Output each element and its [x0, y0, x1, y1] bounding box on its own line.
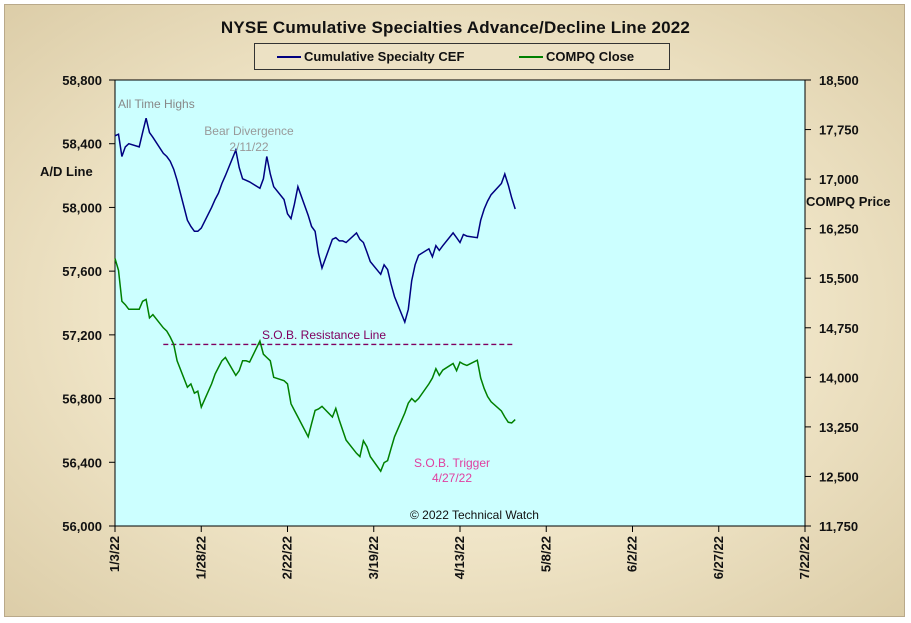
right-axis-ticks: 18,500 17,750 17,000 16,250 15,500 14,750 14,0… — [805, 73, 859, 534]
y-left-tick-label: 57,200 — [62, 328, 102, 343]
legend-swatch-cef — [277, 55, 301, 58]
legend-item-cef: Cumulative Specialty CEF — [277, 49, 464, 64]
plot-area — [114, 79, 806, 527]
copyright-notice: © 2022 Technical Watch — [410, 508, 539, 522]
y-right-tick-label: 16,250 — [819, 222, 859, 237]
x-tick-label: 1/28/22 — [193, 536, 208, 579]
y-axis-right-title: COMPQ Price — [806, 194, 891, 209]
annotation-bear-divergence: Bear Divergence — [204, 124, 294, 138]
chart-title: NYSE Cumulative Specialties Advance/Decl… — [220, 18, 691, 37]
left-axis-ticks: 58,800 58,400 58,000 57,600 57,200 56,800 56,4… — [62, 73, 115, 534]
x-tick-label: 4/13/22 — [452, 536, 467, 579]
x-tick-label: 3/19/22 — [366, 536, 381, 579]
series-line-cef — [114, 118, 516, 325]
y-right-tick-label: 15,500 — [819, 271, 859, 286]
y-axis-left-title: A/D Line — [40, 164, 93, 179]
legend-swatch-compq — [519, 55, 543, 58]
y-right-tick-label: 13,250 — [819, 420, 859, 435]
x-tick-label: 6/2/22 — [625, 536, 640, 572]
annotation-sob-trigger: S.O.B. Trigger — [414, 456, 490, 470]
y-left-tick-label: 58,400 — [62, 137, 102, 152]
y-left-tick-label: 56,000 — [62, 519, 102, 534]
annotation-all-time-highs: All Time Highs — [118, 97, 195, 111]
annotation-bear-divergence-date: 2/11/22 — [229, 140, 268, 154]
legend-label-cef: Cumulative Specialty CEF — [304, 49, 465, 64]
y-right-tick-label: 14,000 — [819, 370, 859, 385]
series-line-compq — [114, 258, 516, 473]
y-right-tick-label: 18,500 — [819, 73, 859, 88]
annotation-sob-trigger-date: 4/27/22 — [432, 471, 472, 485]
y-left-tick-label: 56,800 — [62, 392, 102, 407]
legend: Cumulative Specialty CEF COMPQ Close — [254, 43, 670, 70]
x-tick-label: 2/22/22 — [280, 536, 295, 579]
x-tick-label: 1/3/22 — [107, 536, 122, 572]
y-right-tick-label: 11,750 — [819, 519, 858, 534]
y-right-tick-label: 12,500 — [819, 469, 859, 484]
y-left-tick-label: 57,600 — [62, 264, 102, 279]
resistance-line-label: S.O.B. Resistance Line — [262, 328, 386, 342]
y-left-tick-label: 58,800 — [62, 73, 102, 88]
y-right-tick-label: 14,750 — [819, 321, 859, 336]
legend-label-compq: COMPQ Close — [546, 49, 635, 64]
x-tick-label: 6/27/22 — [711, 536, 726, 579]
y-right-tick-label: 17,000 — [819, 172, 859, 187]
x-tick-label: 5/8/22 — [538, 536, 553, 572]
y-left-tick-label: 56,400 — [62, 455, 102, 470]
x-axis-ticks: 1/3/22 1/28/22 2/22/22 3/19/22 4/13/22 5/8/22… — [107, 526, 812, 579]
y-left-tick-label: 58,000 — [62, 200, 102, 215]
x-tick-label: 7/22/22 — [797, 536, 812, 579]
legend-item-compq: COMPQ Close — [519, 49, 634, 64]
y-right-tick-label: 17,750 — [819, 123, 859, 138]
